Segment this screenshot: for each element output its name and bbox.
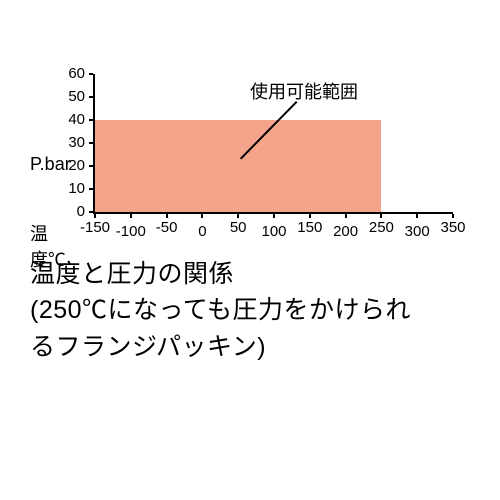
x-tick-label: -150 bbox=[80, 219, 110, 236]
y-tick bbox=[89, 96, 93, 98]
y-tick-label: 40 bbox=[45, 111, 85, 128]
y-tick-label: 30 bbox=[45, 134, 85, 151]
y-tick bbox=[89, 119, 93, 121]
x-tick bbox=[201, 214, 203, 218]
x-tick-label: 200 bbox=[333, 223, 358, 240]
x-tick-label: 100 bbox=[261, 223, 286, 240]
y-tick bbox=[89, 188, 93, 190]
x-tick-label: 0 bbox=[198, 223, 206, 240]
figure-caption: 温度と圧力の関係(250℃になっても圧力をかけられるフランジパッキン) bbox=[30, 256, 411, 365]
caption-line: 温度と圧力の関係 bbox=[30, 256, 411, 292]
caption-line: るフランジパッキン) bbox=[30, 329, 411, 365]
y-tick-label: 10 bbox=[45, 180, 85, 197]
x-tick bbox=[380, 214, 382, 218]
x-tick-label: 350 bbox=[440, 219, 465, 236]
y-tick bbox=[89, 142, 93, 144]
y-tick-label: 60 bbox=[45, 65, 85, 82]
x-tick bbox=[452, 214, 454, 218]
y-axis-title: P.bar bbox=[30, 154, 71, 175]
x-tick-label: 150 bbox=[297, 219, 322, 236]
x-tick bbox=[237, 214, 239, 218]
x-tick bbox=[273, 214, 275, 218]
x-tick bbox=[309, 214, 311, 218]
y-tick-label: 50 bbox=[45, 88, 85, 105]
x-tick-label: 50 bbox=[230, 219, 247, 236]
annotation-usable-range: 使用可能範囲 bbox=[250, 78, 358, 104]
x-tick bbox=[94, 214, 96, 218]
y-tick bbox=[89, 73, 93, 75]
x-tick bbox=[345, 214, 347, 218]
y-tick-label: 0 bbox=[45, 203, 85, 220]
x-tick-label: -50 bbox=[156, 219, 178, 236]
x-tick-label: 250 bbox=[369, 219, 394, 236]
y-axis bbox=[93, 74, 95, 212]
usable-range-region bbox=[95, 120, 381, 212]
x-tick-label: -100 bbox=[116, 223, 146, 240]
y-tick bbox=[89, 165, 93, 167]
x-tick-label: 300 bbox=[405, 223, 430, 240]
figure-root: 0102030405060-150-100-500501001502002503… bbox=[0, 0, 500, 500]
caption-line: (250℃になっても圧力をかけられ bbox=[30, 292, 411, 328]
x-tick bbox=[130, 214, 132, 218]
y-tick bbox=[89, 211, 93, 213]
x-tick bbox=[166, 214, 168, 218]
x-tick bbox=[416, 214, 418, 218]
